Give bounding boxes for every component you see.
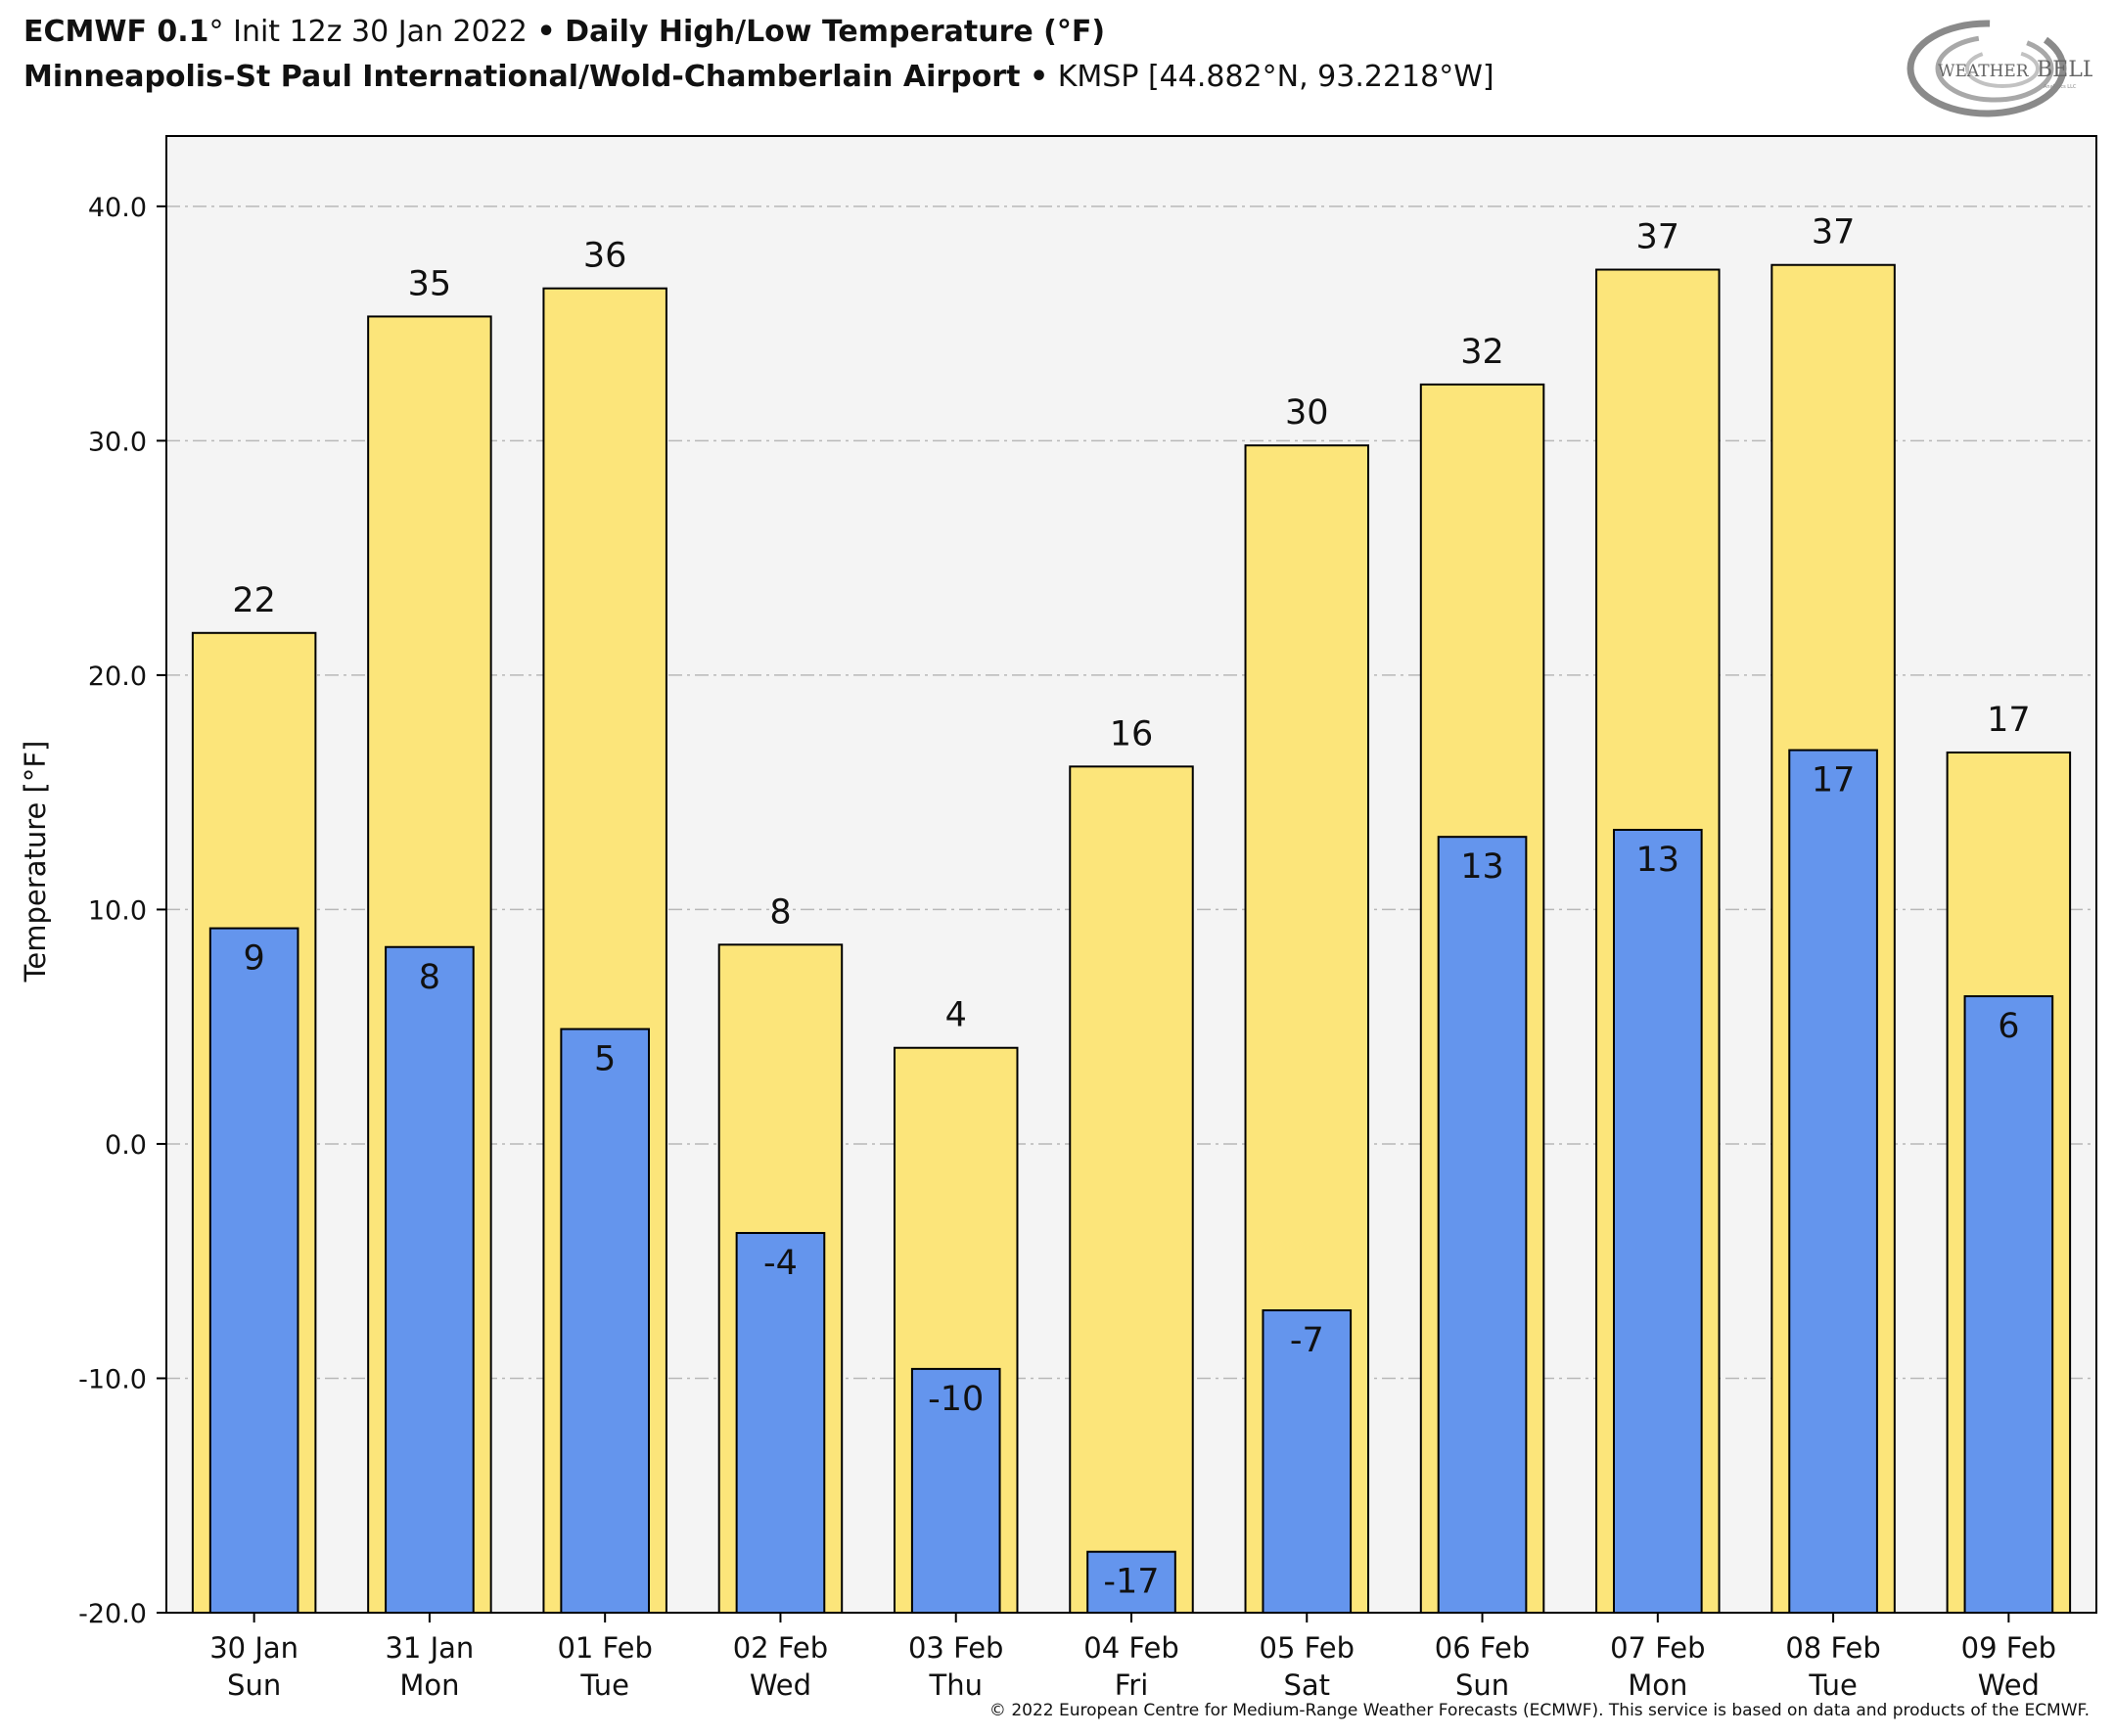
station-id-coords: KMSP [44.882°N, 93.2218°W] (1057, 60, 1494, 94)
x-tick-label-weekday: Fri (1115, 1668, 1149, 1702)
y-tick-label: 30.0 (88, 427, 147, 457)
high-temp-label: 36 (583, 237, 627, 276)
x-tick-label-weekday: Sat (1283, 1668, 1330, 1702)
title-bullet-2: • (1030, 60, 1049, 94)
high-temp-label: 32 (1460, 333, 1504, 372)
high-temp-label: 35 (408, 264, 452, 303)
init-time: Init 12z 30 Jan 2022 (233, 15, 528, 49)
model-degree: ° (208, 15, 224, 49)
low-temp-bar (1963, 995, 2054, 1614)
low-temp-bar (1086, 1550, 1176, 1614)
high-temp-label: 30 (1285, 393, 1329, 433)
high-temp-label: 37 (1812, 213, 1856, 252)
y-tick-label: 0.0 (105, 1130, 147, 1161)
x-tick-label-date: 08 Feb (1785, 1631, 1880, 1665)
x-tick-label-date: 09 Feb (1961, 1631, 2056, 1665)
title-line-1: ECMWF 0.1° Init 12z 30 Jan 2022 • Daily … (23, 10, 1494, 55)
x-tick-label-date: 30 Jan (209, 1631, 299, 1665)
y-tick-label: 40.0 (88, 193, 147, 223)
low-temp-bar (1788, 749, 1878, 1614)
x-tick-label-weekday: Mon (1628, 1668, 1687, 1702)
low-temp-label: -10 (928, 1380, 984, 1419)
low-temp-bar (560, 1028, 651, 1614)
x-tick-label-weekday: Tue (1808, 1668, 1858, 1702)
logo-subtext: Analytics LLC (2044, 84, 2077, 90)
low-temp-label: 8 (419, 958, 440, 997)
low-temp-bar (735, 1231, 826, 1614)
x-tick-label-date: 31 Jan (385, 1631, 474, 1665)
model-name: ECMWF 0.1 (23, 15, 209, 49)
low-temp-label: 13 (1636, 841, 1680, 880)
x-tick-label-weekday: Thu (928, 1668, 982, 1702)
x-tick-label-weekday: Tue (579, 1668, 629, 1702)
low-temp-bar (1437, 836, 1528, 1614)
x-tick-label-weekday: Mon (399, 1668, 459, 1702)
low-temp-bar (208, 927, 299, 1614)
low-temp-bar (1262, 1309, 1353, 1614)
y-tick-label: 10.0 (88, 895, 147, 926)
y-tick-label: 20.0 (88, 662, 147, 692)
low-temp-label: 17 (1812, 761, 1856, 800)
low-temp-label: 13 (1460, 847, 1504, 887)
x-tick-label-weekday: Wed (750, 1668, 811, 1702)
high-temp-label: 8 (769, 892, 791, 932)
x-tick-label-date: 04 Feb (1083, 1631, 1178, 1665)
high-temp-label: 16 (1110, 714, 1154, 754)
x-tick-label-date: 03 Feb (908, 1631, 1003, 1665)
y-axis-label: Temperature [°F] (19, 741, 52, 983)
high-temp-label: 17 (1987, 701, 2031, 740)
product-title: Daily High/Low Temperature (°F) (565, 15, 1106, 49)
x-tick-label-weekday: Wed (1978, 1668, 2040, 1702)
station-name: Minneapolis-St Paul International/Wold-C… (23, 60, 1021, 94)
title-line-2: Minneapolis-St Paul International/Wold-C… (23, 55, 1494, 100)
low-temp-label: -17 (1103, 1563, 1159, 1602)
title-bullet-1: • (536, 15, 556, 49)
low-temp-label: -4 (763, 1244, 798, 1283)
low-temp-bar (385, 945, 475, 1614)
x-tick-label-date: 06 Feb (1435, 1631, 1530, 1665)
low-temp-label: -7 (1290, 1321, 1324, 1360)
chart-title-block: ECMWF 0.1° Init 12z 30 Jan 2022 • Daily … (23, 10, 1494, 100)
high-temp-label: 4 (945, 996, 967, 1035)
x-tick-label-weekday: Sun (1455, 1668, 1509, 1702)
low-temp-bar (1613, 828, 1703, 1614)
weatherbell-logo: WEATHER BELL Analytics LLC (1907, 20, 2092, 117)
x-tick-label-weekday: Sun (227, 1668, 281, 1702)
low-temp-label: 5 (594, 1040, 616, 1079)
y-tick-label: -10.0 (78, 1364, 147, 1394)
high-temp-label: 22 (232, 581, 276, 620)
low-temp-label: 6 (1998, 1007, 2019, 1046)
bars-layer: 22 9 35 8 36 5 8 -4 4 -10 16 -17 30 -7 32 13 37 13 37 17 17 6 (191, 213, 2072, 1615)
x-tick-label-date: 07 Feb (1610, 1631, 1705, 1665)
logo-text-right: BELL (2037, 58, 2092, 82)
high-temp-bar (1069, 765, 1194, 1614)
logo-text-left: WEATHER (1938, 62, 2030, 81)
copyright-notice: © 2022 European Centre for Medium-Range … (988, 1701, 2090, 1720)
low-temp-label: 9 (243, 939, 264, 979)
high-temp-label: 37 (1636, 218, 1680, 257)
y-tick-label: -20.0 (78, 1599, 147, 1629)
x-tick-label-date: 02 Feb (733, 1631, 828, 1665)
y-axis: -20.0 -10.0 0.0 10.0 20.0 30.0 40.0 (78, 193, 166, 1629)
x-tick-label-date: 05 Feb (1260, 1631, 1355, 1665)
x-tick-label-date: 01 Feb (557, 1631, 652, 1665)
low-temp-bar (910, 1367, 1001, 1615)
